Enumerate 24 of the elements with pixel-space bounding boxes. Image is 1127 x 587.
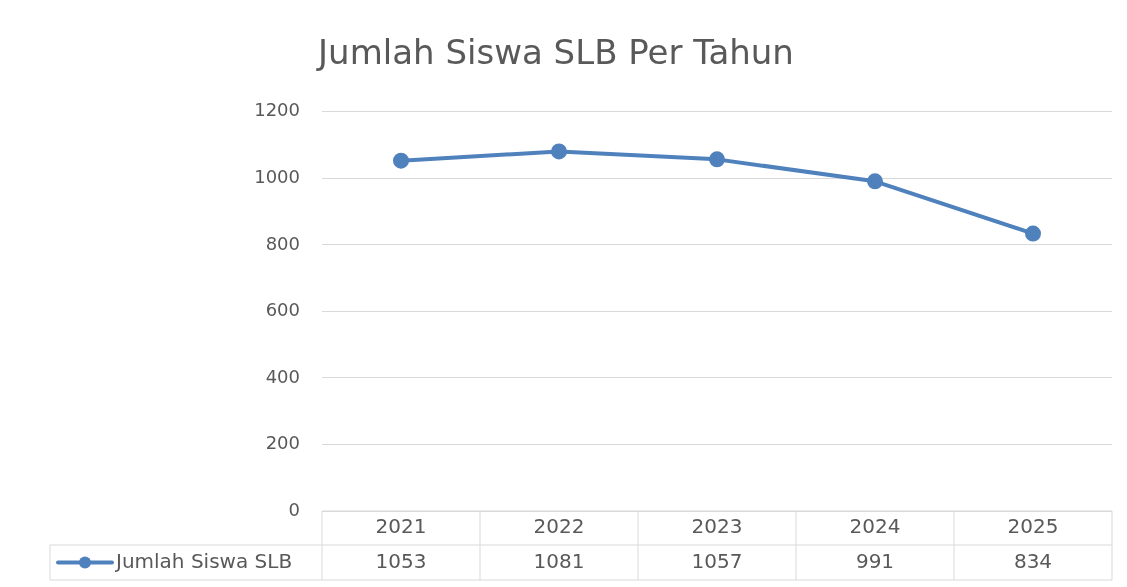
point — [709, 151, 725, 168]
y-tick-label: 0 — [288, 498, 300, 520]
data-label: 1057 — [691, 548, 743, 573]
y-tick-label: 1200 — [254, 99, 300, 121]
point — [867, 173, 883, 190]
y-tick-label: 200 — [265, 432, 300, 454]
chart-title: Jumlah Siswa SLB Per Tahun — [316, 32, 794, 73]
legend-label: Jumlah Siswa SLB — [114, 548, 293, 573]
point — [393, 152, 409, 169]
x-tick-label: 2022 — [533, 514, 585, 539]
data-label: 1053 — [375, 548, 427, 573]
point — [1025, 225, 1041, 242]
x-tick-label: 2021 — [375, 514, 427, 539]
y-tick-label: 400 — [265, 365, 300, 387]
point — [551, 143, 567, 160]
data-label: 834 — [1013, 548, 1053, 573]
x-tick-label: 2024 — [849, 514, 901, 539]
data-label: 1081 — [533, 548, 585, 573]
y-tick-label: 1000 — [254, 166, 300, 188]
y-tick-label: 600 — [265, 299, 300, 321]
data-label: 991 — [855, 548, 895, 573]
x-tick-label: 2023 — [691, 514, 743, 539]
y-tick-label: 800 — [265, 232, 300, 254]
x-tick-label: 2025 — [1007, 514, 1059, 539]
